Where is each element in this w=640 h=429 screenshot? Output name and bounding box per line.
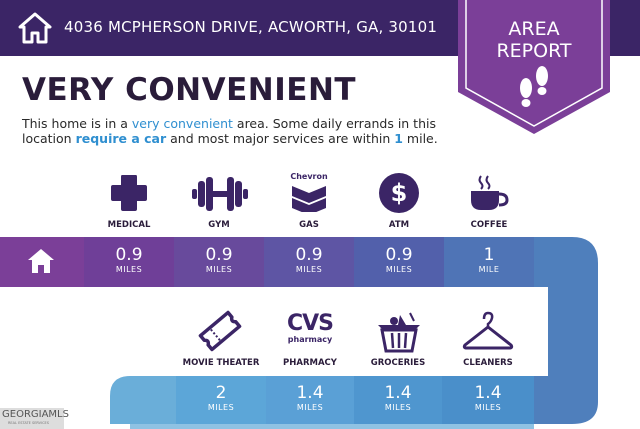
grocery-basket-icon <box>378 312 420 353</box>
service-label-coffee: COFFEE <box>470 220 508 230</box>
row1-cell-atm <box>354 237 444 287</box>
distance-gas: 0.9 MILES <box>295 245 323 275</box>
footprints-icon <box>520 66 548 107</box>
distance-movie-theater: 2 MILES <box>207 383 235 413</box>
chevron-logo-icon <box>292 186 326 212</box>
svg-text:$: $ <box>391 179 408 207</box>
chevron-brand-text: Chevron <box>290 172 328 181</box>
dumbbell-icon <box>192 177 248 211</box>
row1-cell-gas <box>264 237 354 287</box>
dollar-icon: $ <box>379 173 419 213</box>
badge-line-2: REPORT <box>496 40 572 62</box>
row2-cell-groceries <box>354 376 442 424</box>
row1-cell-gym <box>174 237 264 287</box>
home-icon <box>18 12 52 44</box>
watermark-background <box>0 408 64 429</box>
row2-left-cap <box>110 376 176 424</box>
service-label-cleaners: CLEANERS <box>463 358 513 368</box>
area-report-badge <box>458 0 610 134</box>
distance-coffee: 1 MILE <box>478 245 500 275</box>
badge-title: AREA REPORT <box>458 18 610 62</box>
property-address: 4036 MCPHERSON DRIVE, ACWORTH, GA, 30101 <box>64 18 438 36</box>
coffee-cup-icon <box>471 175 509 210</box>
distance-pharmacy: 1.4 MILES <box>296 383 324 413</box>
distance-atm: 0.9 MILES <box>385 245 413 275</box>
watermark-subtitle: REAL ESTATE SERVICES <box>8 421 49 425</box>
row2-cell-cleaners <box>442 376 534 424</box>
distance-groceries: 1.4 MILES <box>384 383 412 413</box>
row2-cell-pharmacy <box>266 376 354 424</box>
hanger-icon <box>462 311 514 350</box>
badge-line-1: AREA <box>508 18 560 40</box>
service-label-atm: ATM <box>388 220 410 230</box>
distance-cleaners: 1.4 MILES <box>474 383 502 413</box>
distance-medical: 0.9 MILES <box>115 245 143 275</box>
medical-cross-icon <box>111 175 147 211</box>
page-title: VERY CONVENIENT <box>22 72 357 108</box>
convenience-description: This home is in a very convenient area. … <box>22 116 438 146</box>
row2-cell-movie <box>176 376 266 424</box>
curve-connector <box>534 237 598 424</box>
distance-gym: 0.9 MILES <box>205 245 233 275</box>
bottom-band <box>130 424 534 429</box>
service-label-movie-theater: MOVIE THEATER <box>182 358 260 368</box>
watermark-logo: GEORGIAMLS <box>2 409 69 420</box>
service-label-gym: GYM <box>208 220 230 230</box>
cvs-pharmacy-logo-icon: CVS pharmacy <box>286 311 334 345</box>
ticket-icon <box>198 310 242 352</box>
service-label-medical: MEDICAL <box>107 220 151 230</box>
row1-cell-medical <box>84 237 174 287</box>
row1-cell-coffee <box>444 237 534 287</box>
service-label-pharmacy: PHARMACY <box>283 358 337 368</box>
home-band-icon <box>28 249 54 273</box>
service-label-gas: GAS <box>299 220 319 230</box>
service-label-groceries: GROCERIES <box>370 358 426 368</box>
